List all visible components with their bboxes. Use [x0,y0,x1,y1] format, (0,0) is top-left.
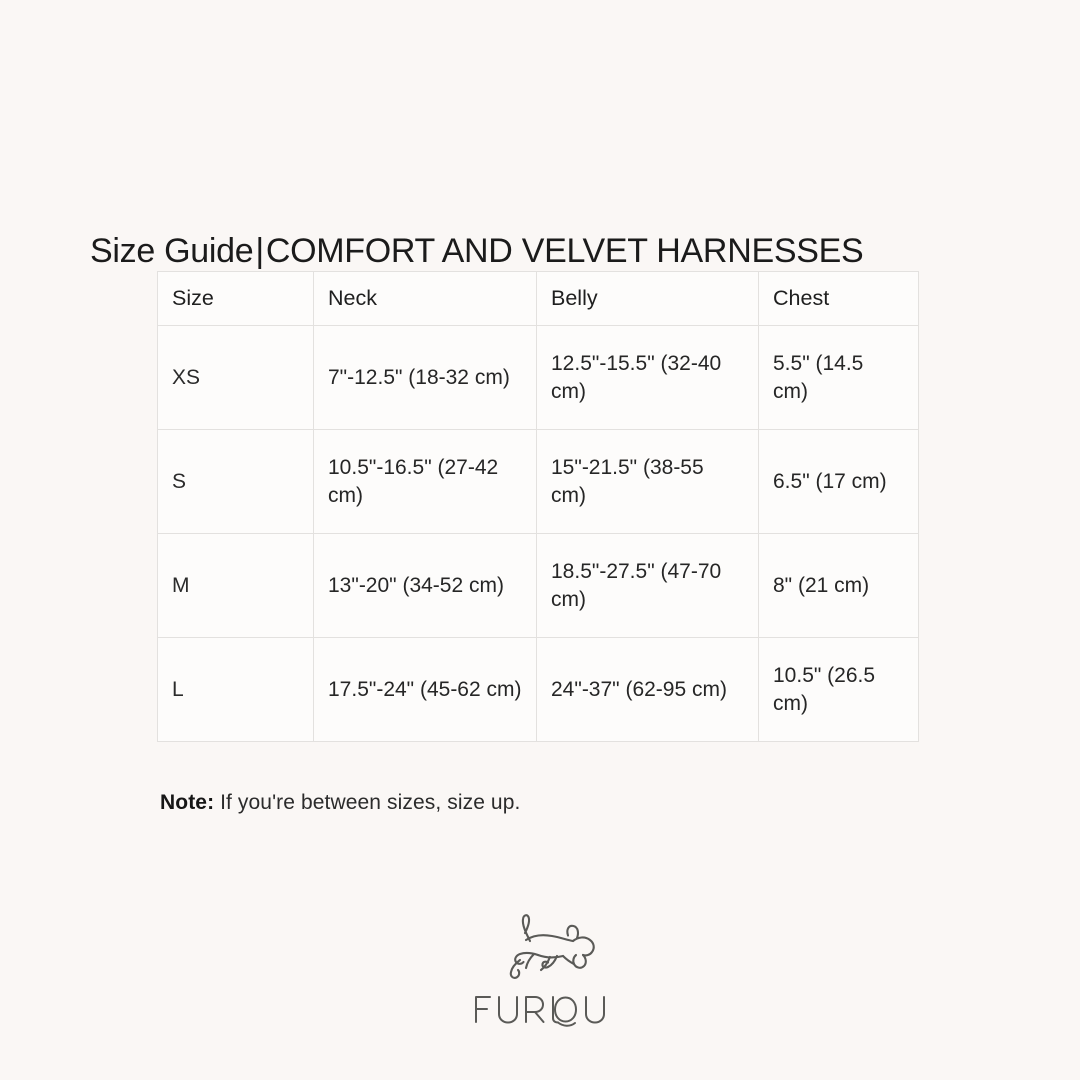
cell-neck-s: 10.5"-16.5" (27-42 cm) [313,429,537,534]
table-header-row: Size Neck Belly Chest [157,271,919,326]
page-title-sub: COMFORT AND VELVET HARNESSES [265,231,864,270]
column-header-chest: Chest [758,271,919,326]
cell-chest-m: 8" (21 cm) [758,533,919,638]
table-row: L 17.5"-24" (45-62 cm) 24"-37" (62-95 cm… [157,637,919,742]
sizing-note-label: Note: [160,791,215,814]
table-header: Size Neck Belly Chest [157,271,919,326]
column-header-size: Size [157,271,314,326]
cell-size-l: L [157,637,314,742]
cell-size-m: M [157,533,314,638]
table-row: M 13"-20" (34-52 cm) 18.5"-27.5" (47-70 … [157,533,919,638]
page-title-separator: | [255,231,264,270]
table-row: S 10.5"-16.5" (27-42 cm) 15"-21.5" (38-5… [157,429,919,534]
sizing-note-text: If you're between sizes, size up. [220,791,521,814]
cell-size-s: S [157,429,314,534]
table-row: XS 7"-12.5" (18-32 cm) 12.5"-15.5" (32-4… [157,325,919,430]
cell-neck-m: 13"-20" (34-52 cm) [313,533,537,638]
cell-chest-s: 6.5" (17 cm) [758,429,919,534]
cell-size-xs: XS [157,325,314,430]
cell-chest-l: 10.5" (26.5 cm) [758,637,919,742]
sizing-note: Note: If you're between sizes, size up. [160,791,520,815]
cell-belly-s: 15"-21.5" (38-55 cm) [536,429,759,534]
page-title: Size Guide|COMFORT AND VELVET HARNESSES [90,231,864,271]
size-guide-table: Size Neck Belly Chest XS 7"-12.5" (18-32… [157,271,919,742]
cell-neck-xs: 7"-12.5" (18-32 cm) [313,325,537,430]
dachshund-dog-icon [509,914,595,979]
cell-belly-l: 24"-37" (62-95 cm) [536,637,759,742]
brand-logo [0,912,1080,1030]
cell-neck-l: 17.5"-24" (45-62 cm) [313,637,537,742]
page-title-main: Size Guide [90,231,254,270]
column-header-belly: Belly [536,271,759,326]
cell-belly-xs: 12.5"-15.5" (32-40 cm) [536,325,759,430]
cell-chest-xs: 5.5" (14.5 cm) [758,325,919,430]
table-body: XS 7"-12.5" (18-32 cm) 12.5"-15.5" (32-4… [157,325,919,742]
cell-belly-m: 18.5"-27.5" (47-70 cm) [536,533,759,638]
column-header-neck: Neck [313,271,537,326]
furlou-wordmark [475,996,605,1027]
